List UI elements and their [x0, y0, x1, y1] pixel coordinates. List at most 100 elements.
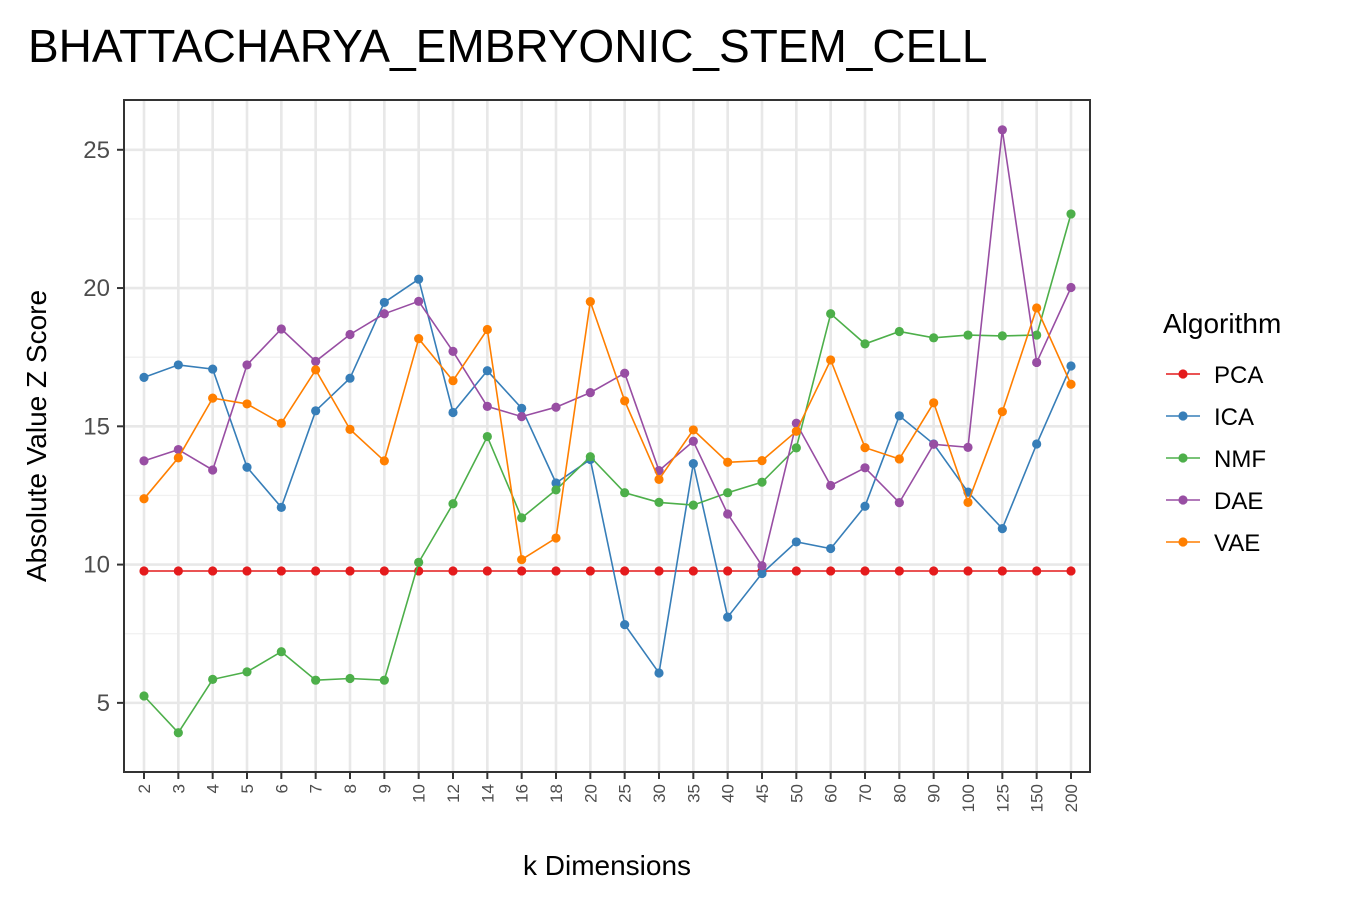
data-point-ica: [448, 407, 458, 418]
data-point-dae: [723, 509, 733, 519]
y-tick-label: 15: [83, 413, 110, 440]
x-tick-label: 10: [410, 784, 429, 803]
series-line-vae: [143, 301, 1072, 561]
data-point-vae: [208, 393, 218, 403]
data-point-vae: [173, 453, 183, 463]
data-point-ica: [139, 372, 149, 382]
y-axis-title: Absolute Value Z Score: [21, 290, 52, 582]
data-point-ica: [688, 459, 698, 469]
legend-key-point-ica: [1178, 411, 1188, 421]
data-point-vae: [345, 424, 355, 434]
data-point-dae: [517, 412, 527, 422]
data-point-pca: [791, 566, 801, 576]
data-point-ica: [242, 462, 252, 472]
data-point-nmf: [860, 339, 870, 349]
data-point-vae: [276, 418, 286, 428]
data-point-dae: [482, 401, 492, 412]
data-point-pca: [379, 566, 389, 576]
legend-key-point-pca: [1178, 369, 1188, 379]
x-tick-label: 7: [307, 784, 326, 793]
data-point-vae: [860, 443, 870, 453]
x-tick-label: 9: [375, 784, 394, 793]
x-tick-label: 6: [272, 784, 291, 793]
data-point-pca: [1032, 566, 1042, 576]
data-point-ica: [826, 543, 836, 554]
data-point-nmf: [791, 443, 801, 453]
data-point-nmf: [173, 728, 183, 738]
data-point-pca: [448, 566, 458, 576]
data-point-nmf: [1032, 330, 1042, 340]
data-point-ica: [757, 568, 767, 579]
data-point-vae: [997, 407, 1007, 417]
data-point-nmf: [963, 330, 973, 340]
x-axis-title: k Dimensions: [523, 850, 691, 881]
data-point-pca: [826, 566, 836, 576]
data-point-vae: [139, 494, 149, 504]
data-point-pca: [482, 566, 492, 576]
data-point-dae: [997, 125, 1007, 135]
x-tick-label: 45: [753, 784, 772, 803]
data-point-nmf: [757, 477, 767, 487]
x-tick-label: 150: [1028, 784, 1047, 812]
data-point-dae: [688, 436, 698, 446]
x-tick-label: 20: [581, 784, 600, 803]
x-tick-label: 5: [238, 784, 257, 793]
data-point-nmf: [208, 674, 218, 684]
data-point-ica: [723, 612, 733, 622]
data-point-dae: [414, 296, 424, 306]
data-point-vae: [414, 334, 424, 344]
data-point-dae: [345, 329, 355, 340]
x-tick-label: 60: [822, 784, 841, 803]
data-point-vae: [723, 457, 733, 467]
data-point-pca: [276, 566, 286, 576]
data-point-vae: [654, 474, 664, 485]
data-point-pca: [208, 566, 218, 576]
data-point-ica: [654, 668, 664, 678]
data-point-ica: [173, 360, 183, 370]
data-point-vae: [379, 456, 389, 466]
data-point-nmf: [242, 667, 252, 677]
data-point-dae: [860, 463, 870, 473]
data-point-nmf: [139, 691, 149, 701]
data-point-ica: [379, 297, 389, 308]
legend-label-dae: DAE: [1214, 488, 1263, 515]
data-point-pca: [963, 566, 973, 576]
series-line-dae: [143, 129, 1072, 568]
data-point-nmf: [826, 309, 836, 319]
x-tick-label: 70: [856, 784, 875, 803]
data-point-nmf: [379, 675, 389, 685]
data-point-vae: [551, 533, 561, 543]
chart-title: BHATTACHARYA_EMBRYONIC_STEM_CELL: [28, 20, 987, 72]
legend-label-nmf: NMF: [1214, 446, 1266, 473]
series-line-nmf: [143, 213, 1072, 734]
data-point-dae: [826, 480, 836, 491]
x-tick-label: 35: [684, 784, 703, 803]
data-point-pca: [929, 566, 939, 576]
x-tick-label: 200: [1062, 784, 1081, 812]
x-tick-label: 30: [650, 784, 669, 803]
data-point-nmf: [585, 452, 595, 462]
data-point-nmf: [517, 513, 527, 523]
x-tick-label: 80: [890, 784, 909, 803]
legend-label-vae: VAE: [1214, 530, 1260, 557]
data-point-dae: [311, 356, 321, 366]
data-point-vae: [448, 376, 458, 386]
legend-key-point-vae: [1178, 537, 1188, 547]
data-point-pca: [139, 566, 149, 576]
data-point-ica: [414, 274, 424, 284]
data-point-ica: [517, 403, 527, 413]
data-point-pca: [723, 566, 733, 576]
data-point-dae: [929, 439, 939, 449]
data-point-ica: [791, 537, 801, 547]
data-point-pca: [585, 566, 595, 576]
x-tick-label: 16: [513, 784, 532, 803]
data-point-vae: [242, 399, 252, 409]
data-point-nmf: [997, 331, 1007, 341]
x-tick-label: 125: [993, 784, 1012, 812]
data-point-pca: [894, 566, 904, 576]
data-point-vae: [482, 324, 492, 335]
x-tick-label: 4: [204, 784, 223, 793]
data-point-ica: [860, 501, 870, 511]
data-point-vae: [826, 355, 836, 365]
